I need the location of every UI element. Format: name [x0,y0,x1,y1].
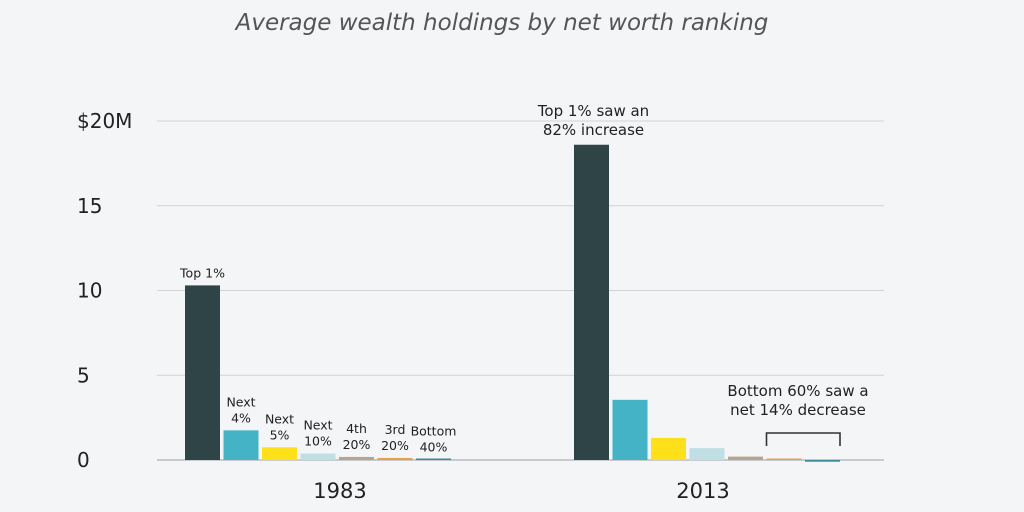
series-label: Next [303,418,332,433]
annotation-text: net 14% decrease [730,401,866,419]
series-label: Bottom [411,424,457,439]
y-tick-label: 10 [77,279,102,303]
x-axis-tick-labels: 1983 2013 [313,479,729,503]
annotation-bracket [765,432,841,446]
bar [262,447,297,460]
y-tick-label: $20M [77,109,132,133]
bar [766,458,802,460]
bar [416,458,451,460]
series-label: 3rd [385,422,406,437]
chart-title: Average wealth holdings by net worth ran… [234,10,769,36]
bar [377,457,413,460]
bar [689,448,725,460]
y-tick-label: 15 [77,194,102,218]
series-label: Top 1% [179,265,225,280]
annotation-text: Top 1% saw an [537,102,649,120]
series-label: 10% [304,434,332,449]
bar [651,437,686,460]
bar [612,399,648,460]
series-label: 4% [231,410,251,425]
bar [300,453,336,460]
annotation-text: 82% increase [543,121,644,139]
y-tick-label: 0 [77,448,90,472]
series-label: Next [226,394,255,409]
series-label: 4th [346,421,367,436]
x-tick-label: 2013 [676,479,729,503]
bars [185,144,840,462]
series-label: Next [265,411,294,426]
bar [339,456,374,460]
series-label: 20% [381,438,409,453]
y-tick-label: 5 [77,363,90,387]
series-label: 20% [343,437,371,452]
bar [805,460,840,462]
bar [185,285,220,460]
bar [728,456,763,460]
series-label: 5% [270,427,290,442]
bar [574,144,609,461]
bar [223,430,259,460]
y-axis-tick-labels: 0 5 10 15 $20M [77,109,132,472]
annotation-text: Bottom 60% saw a [727,382,868,400]
series-label: 40% [420,440,448,455]
x-tick-label: 1983 [313,479,366,503]
